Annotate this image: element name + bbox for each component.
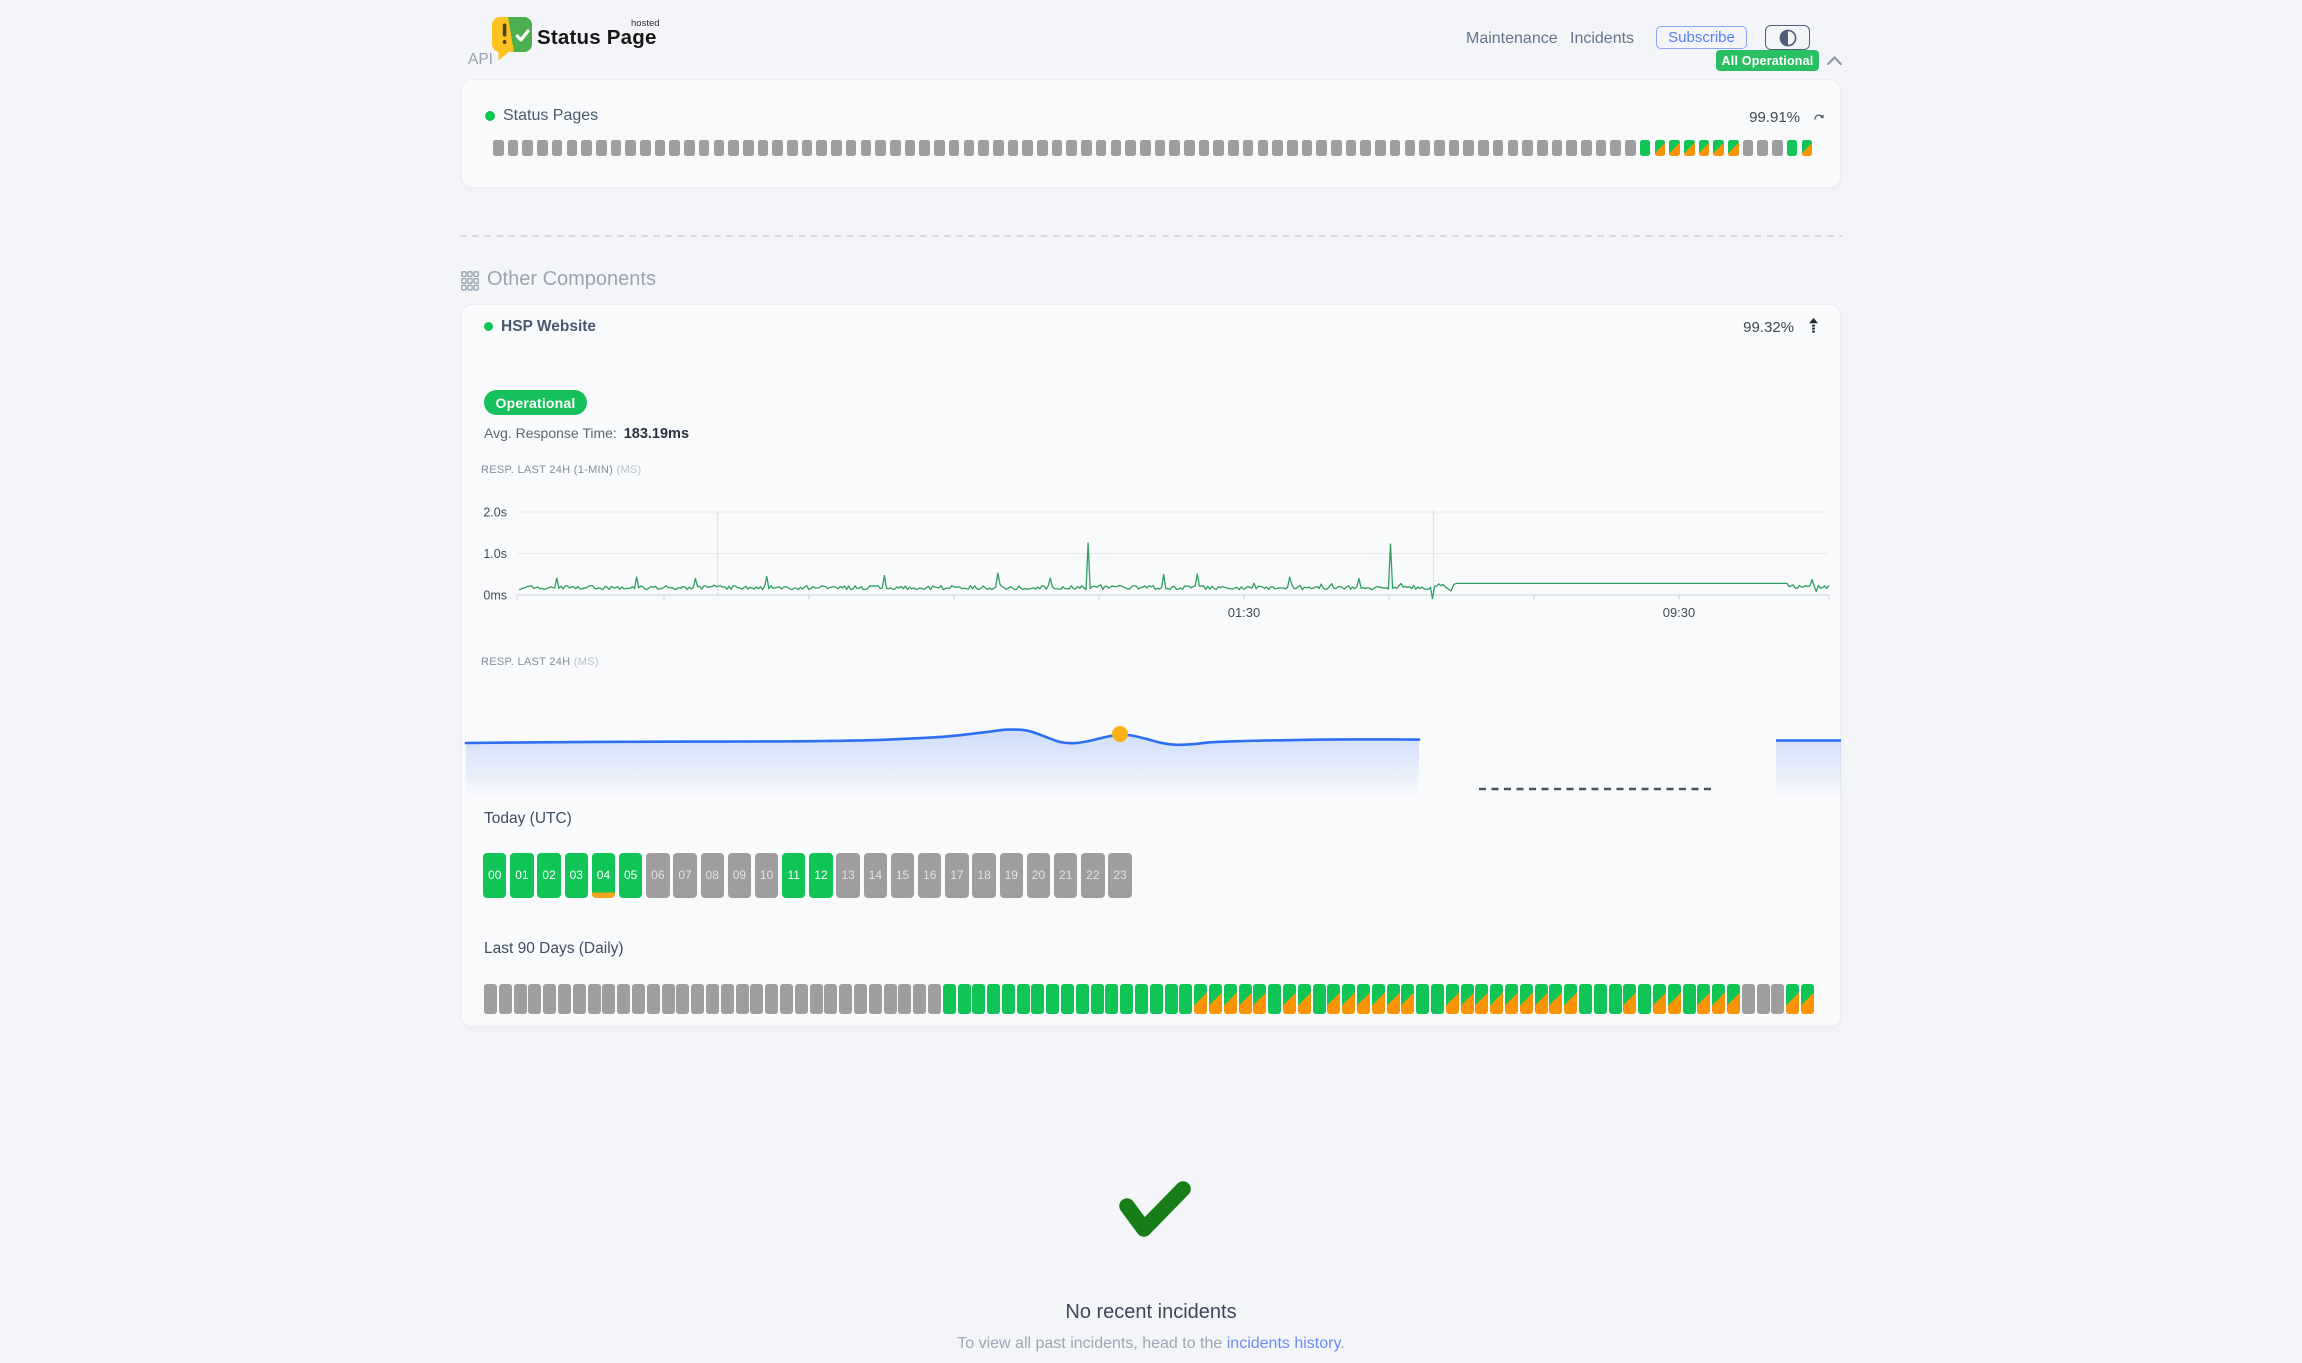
svg-text:09:30: 09:30: [1663, 605, 1696, 620]
svg-text:1.0s: 1.0s: [483, 547, 507, 561]
svg-text:01:30: 01:30: [1228, 605, 1261, 620]
svg-text:0ms: 0ms: [483, 589, 507, 603]
svg-text:2.0s: 2.0s: [483, 506, 507, 520]
